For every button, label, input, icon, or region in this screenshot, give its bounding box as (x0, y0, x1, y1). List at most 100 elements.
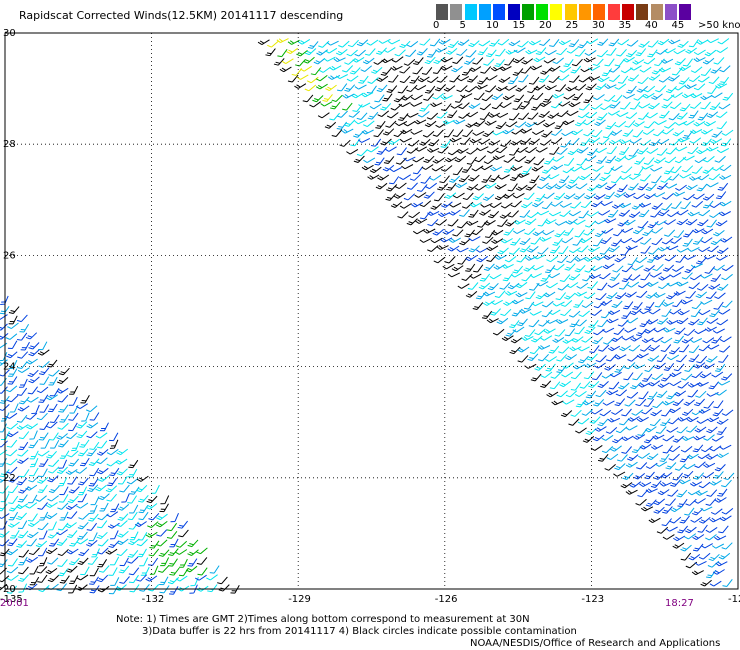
legend-label: 45 (671, 20, 685, 31)
wind-barb (598, 344, 610, 352)
wind-barb (304, 48, 317, 56)
wind-barb (87, 484, 99, 492)
wind-barb (659, 453, 670, 462)
wind-barb (108, 585, 119, 595)
wind-barb (28, 494, 38, 504)
wind-barb (197, 567, 208, 576)
wind-barb (556, 47, 568, 56)
wind-barb (380, 103, 392, 111)
wind-barb (604, 58, 615, 67)
wind-barb (370, 138, 382, 147)
wind-barb (653, 129, 665, 137)
wind-barb (346, 49, 358, 57)
wind-barb (145, 575, 158, 582)
wind-barb (691, 409, 704, 416)
wind-barb (721, 508, 734, 515)
legend-swatch (550, 4, 564, 20)
wind-barb (660, 344, 672, 352)
wind-barb (589, 345, 600, 354)
wind-barb (605, 155, 616, 164)
wind-barb (718, 525, 729, 534)
wind-barb (89, 504, 98, 514)
wind-barb (694, 157, 707, 164)
wind-barb (540, 371, 553, 378)
wind-barb (399, 137, 412, 143)
wind-barb (624, 155, 637, 161)
wind-barb (706, 454, 719, 460)
wind-barb (547, 272, 561, 279)
wind-barb (26, 396, 39, 403)
wind-barb (499, 212, 512, 219)
wind-barb (8, 511, 19, 521)
wind-barb (356, 149, 368, 157)
wind-barb (679, 103, 691, 112)
wind-barb (0, 539, 10, 547)
wind-barb (388, 138, 400, 145)
wind-barb (709, 580, 722, 587)
wind-barb (582, 436, 595, 443)
wind-barb (568, 137, 580, 146)
wind-barb (441, 103, 452, 112)
wind-barb (557, 74, 570, 81)
wind-barb (538, 110, 550, 118)
wind-barb (662, 264, 675, 272)
wind-barb (620, 101, 631, 110)
wind-barb (707, 245, 719, 253)
wind-barb (127, 511, 138, 521)
wind-barb (515, 184, 528, 191)
wind-barb (582, 400, 595, 406)
wind-barb (0, 404, 10, 412)
wind-barb (668, 173, 680, 181)
wind-barb (57, 548, 69, 557)
wind-barb (603, 337, 615, 345)
wind-barb (312, 95, 324, 103)
wind-barb (579, 237, 592, 244)
wind-barb (665, 526, 678, 532)
wind-barb (649, 138, 661, 147)
wind-barb (638, 382, 651, 388)
wind-barb (495, 112, 509, 118)
wind-barb (560, 300, 573, 307)
wind-barb (606, 292, 618, 300)
wind-barb (521, 58, 534, 65)
wind-barb (361, 129, 374, 135)
wind-barb (651, 336, 664, 343)
wind-barb (99, 422, 109, 432)
wind-barb (652, 434, 665, 440)
lon-tick-label: -135 (0, 594, 23, 605)
wind-barb (721, 542, 733, 550)
wind-barb (466, 156, 478, 165)
wind-barb (641, 337, 654, 343)
wind-barb (105, 485, 118, 493)
wind-barb (716, 426, 727, 435)
wind-barb (644, 364, 656, 373)
wind-barb (427, 49, 438, 58)
wind-barb (16, 414, 28, 423)
legend-label: 0 (433, 20, 440, 31)
wind-barb (636, 353, 649, 359)
wind-barb (583, 119, 595, 126)
wind-barb (544, 156, 555, 165)
wind-barb (48, 376, 58, 386)
wind-barb (564, 263, 576, 271)
wind-barb (88, 478, 99, 487)
wind-barb (367, 146, 379, 153)
wind-barb (427, 210, 440, 216)
wind-barb (532, 229, 545, 237)
wind-barb (451, 265, 464, 272)
wind-barb (471, 165, 484, 172)
wind-barb (390, 103, 403, 111)
wind-barb (166, 522, 178, 532)
wind-barb (607, 209, 619, 218)
wind-barb (322, 94, 333, 102)
wind-barb (488, 210, 500, 219)
wind-barb (0, 548, 10, 557)
wind-barb (638, 281, 650, 289)
wind-barb (56, 466, 68, 474)
wind-barb (592, 165, 605, 172)
wind-barb (494, 183, 507, 190)
wind-barb (128, 459, 139, 469)
wind-barb (619, 146, 630, 155)
lon-tick-label: -132 (142, 594, 165, 605)
wind-barb (424, 85, 436, 94)
